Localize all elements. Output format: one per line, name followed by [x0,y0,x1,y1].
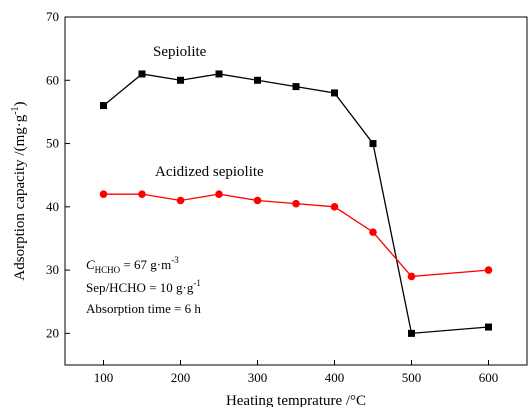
x-tick-label: 100 [94,370,114,385]
data-point-acidized-sepiolite [484,266,493,274]
data-point-sepiolite [408,329,415,337]
data-point-acidized-sepiolite [330,203,339,211]
annotation-conc-sup: -3 [171,255,179,265]
data-point-sepiolite [292,83,300,91]
annotation-time: Absorption time = 6 h [86,301,201,316]
y-tick-label: 20 [46,325,59,340]
data-point-sepiolite [215,70,223,78]
y-axis-label-sup: -1 [10,106,21,114]
series-line-sepiolite [103,73,489,335]
annotation-concentration: CHCHO = 67 g·m-3 [86,255,179,275]
data-point-acidized-sepiolite [369,228,377,236]
x-axis-label: Heating temprature /°C [226,393,366,407]
y-axis-label: Adsorption capacity /(mg·g-1) [10,101,28,280]
x-tick-label: 500 [402,370,422,385]
y-tick-label: 30 [46,262,59,277]
data-point-acidized-sepiolite [99,190,108,198]
y-tick-label: 70 [46,9,59,24]
data-point-sepiolite [485,323,492,331]
data-point-acidized-sepiolite [215,190,223,198]
data-point-sepiolite [331,89,338,97]
x-tick-label: 200 [171,370,191,385]
annotation-conc-symbol: C [86,257,95,272]
x-tick-label: 400 [325,370,345,385]
y-axis-label-end: ) [12,101,28,106]
annotation-ratio-sup: -1 [193,278,201,288]
axis-ticks: 100 200 300 400 500 600 20 30 40 50 60 70 [46,9,498,385]
y-tick-label: 50 [46,136,59,151]
y-tick-label: 40 [46,199,59,214]
plot-frame [64,16,528,366]
y-tick-label: 60 [46,72,59,87]
data-point-acidized-sepiolite [176,196,185,205]
annotation-ratio: Sep/HCHO = 10 g·g-1 [86,278,201,295]
series-line-acidized-sepiolite [103,193,489,278]
series-label-sepiolite: Sepiolite [153,44,207,60]
data-point-acidized-sepiolite [407,272,416,281]
data-point-acidized-sepiolite [138,190,146,198]
data-point-sepiolite [254,76,261,84]
data-point-sepiolite [177,76,184,84]
data-point-acidized-sepiolite [292,199,300,208]
annotation-conc-value: = 67 g·m [120,257,171,272]
data-point-sepiolite [100,102,107,110]
y-axis-label-main: Adsorption capacity /(mg·g [12,114,28,280]
x-tick-label: 600 [479,370,499,385]
series-label-acidized-sepiolite: Acidized sepiolite [155,164,264,180]
series-layer [99,70,493,337]
data-point-acidized-sepiolite [253,196,262,205]
annotation-ratio-text: Sep/HCHO = 10 g·g [86,280,194,295]
annotation-conc-sub: HCHO [95,265,121,275]
data-point-sepiolite [138,70,146,78]
x-tick-label: 300 [248,370,268,385]
data-point-sepiolite [369,140,377,148]
